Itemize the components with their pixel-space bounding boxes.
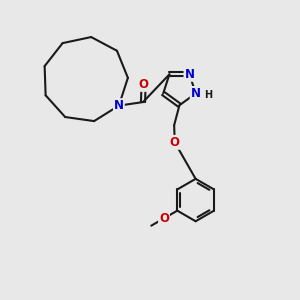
Text: O: O [159, 212, 169, 225]
Text: H: H [204, 90, 212, 100]
Text: O: O [170, 136, 180, 149]
Text: N: N [114, 99, 124, 112]
Text: O: O [139, 78, 148, 91]
Text: N: N [191, 87, 201, 100]
Text: N: N [184, 68, 194, 81]
